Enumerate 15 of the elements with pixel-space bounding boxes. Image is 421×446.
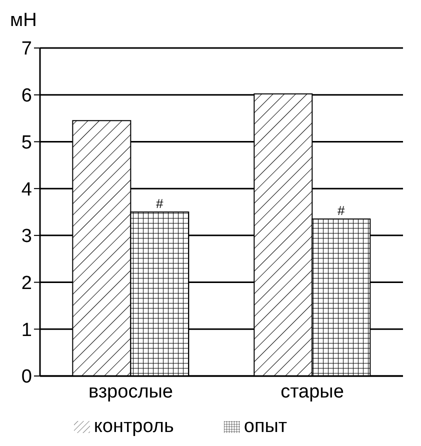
y-tick-label: 4 <box>21 179 32 200</box>
y-axis-title: мН <box>10 10 37 32</box>
y-tick-label: 5 <box>21 132 32 154</box>
y-tick-label: 2 <box>21 273 32 294</box>
annotation: # <box>338 203 346 218</box>
y-tick-label: 1 <box>21 320 32 341</box>
annotation: # <box>156 196 164 211</box>
y-tick-label: 0 <box>21 366 32 388</box>
x-tick-label: взрослые <box>88 381 174 402</box>
legend-label: контроль <box>94 416 174 437</box>
y-tick-label: 7 <box>21 38 32 60</box>
x-tick-label: старые <box>280 381 344 402</box>
legend-label: опыт <box>244 416 288 437</box>
y-tick-label: 6 <box>21 86 32 107</box>
y-tick-label: 3 <box>21 226 32 248</box>
